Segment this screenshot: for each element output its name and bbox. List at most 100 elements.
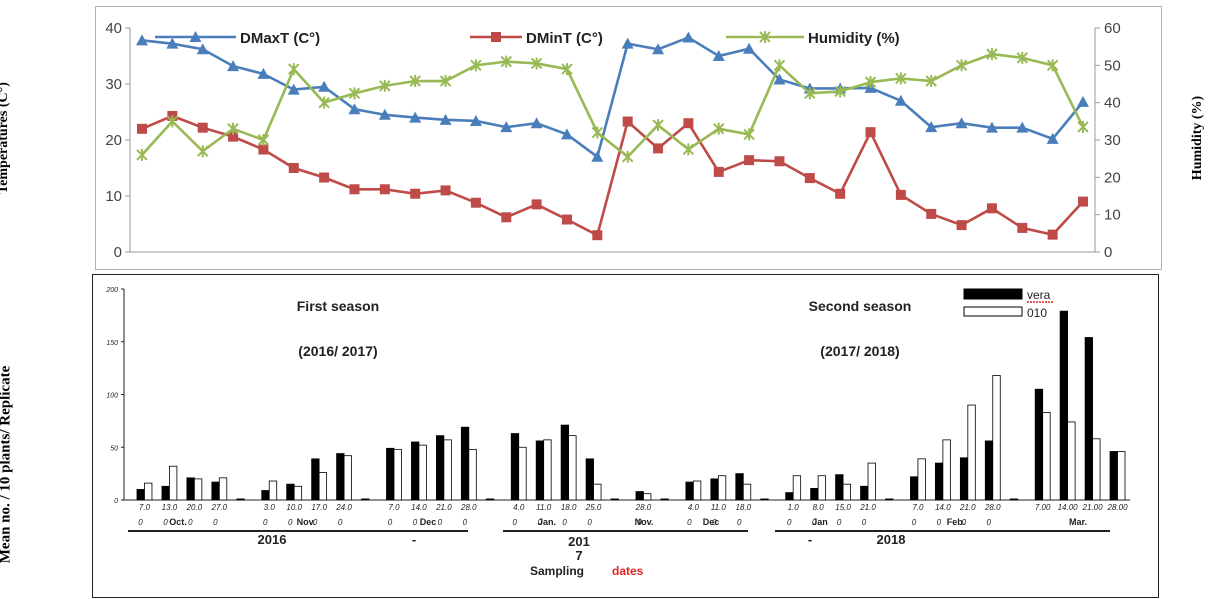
bottom-x-tick-label: 7.0 [139,503,151,512]
year-label: - [412,532,416,547]
series-point-1 [622,116,633,127]
bar-vera [635,491,644,501]
legend-swatch-010 [963,306,1023,317]
month-label: Nov. [297,517,316,527]
series-point-0 [621,37,634,49]
bottom-x-tick-label: 28.0 [635,503,652,512]
series-point-0 [773,73,786,85]
series-point-1 [956,220,967,231]
series-point-1 [835,188,846,199]
series-point-0 [196,43,209,55]
bar-010 [468,448,477,501]
series-point-1 [470,197,481,208]
bottom-x-tick-label-sub: 0 [463,518,468,527]
bottom-x-tick-label: 15.0 [835,503,851,512]
bottom-x-tick-label-sub: 0 [188,518,193,527]
series-point-0 [682,31,695,43]
series-point-2 [500,55,512,68]
season-title: (2017/ 2018) [820,343,899,359]
series-point-1 [774,156,785,167]
bar-vera [435,435,445,501]
bottom-x-tick-label-sub: 0 [438,518,443,527]
season-title: Second season [809,298,912,314]
bar-vera [535,440,545,501]
bottom-x-tick-label: 4.0 [513,503,525,512]
series-point-2 [1016,51,1028,64]
bar-vera [485,498,495,501]
series-point-2 [834,85,846,98]
bar-010 [318,472,328,501]
bar-010 [792,475,802,501]
bottom-x-tick-label: 24.0 [335,503,352,512]
bottom-y-tick-label: 50 [110,445,118,452]
bottom-x-tick-label-sub: 0 [338,518,343,527]
series-point-1 [288,163,299,173]
legend-marker-1 [491,32,501,42]
bottom-x-tick-label-sub: 0 [263,518,268,527]
series-point-2 [197,145,209,158]
series-point-0 [166,37,179,49]
bottom-x-tick-label: 1.0 [788,503,800,512]
series-point-2 [348,87,361,100]
bar-010 [418,444,427,501]
bar-010 [1092,438,1101,501]
bar-vera [1034,388,1044,501]
bottom-y-tick-label: 100 [106,393,118,400]
month-label: Dec [703,517,720,527]
series-point-0 [500,121,513,133]
series-point-0 [530,117,543,129]
bar-vera [510,433,520,501]
bottom-x-tick-label-sub: 0 [413,518,418,527]
series-point-0 [378,108,391,120]
bar-vera [411,441,420,501]
bar-010 [842,483,851,501]
bottom-x-axis-title-highlight: dates [612,564,644,578]
bar-vera [186,477,195,501]
bottom-x-tick-label: 4.0 [688,503,700,512]
bar-010 [643,493,652,501]
bar-010 [1067,421,1076,501]
season-title: First season [297,298,379,314]
series-point-1 [986,203,997,214]
series-point-0 [348,103,361,115]
series-point-2 [227,122,239,135]
bar-vera [361,498,370,501]
bar-vera [735,473,744,501]
bar-vera [460,426,470,501]
series-point-2 [652,119,664,132]
series-point-0 [743,42,756,54]
bar-vera [560,424,570,501]
bottom-x-tick-label: 14.0 [935,503,951,512]
bottom-x-tick-label-sub: 0 [712,518,717,527]
bar-010 [218,477,228,501]
bottom-x-tick-label-sub: 0 [537,518,542,527]
bar-vera [685,481,694,501]
series-point-1 [713,166,724,177]
bottom-x-tick-label: 28.00 [1107,503,1129,512]
series-point-0 [1077,95,1089,107]
bar-010 [942,439,951,501]
year-label: 2016 [258,532,287,547]
bottom-x-tick-label-sub: 0 [812,518,817,527]
bottom-x-tick-label-sub: 0 [313,518,318,527]
bottom-x-tick-label: 7.0 [912,503,924,512]
series-point-2 [713,122,725,135]
bottom-x-tick-label: 18.0 [735,503,751,512]
bar-010 [144,482,153,501]
bar-vera [660,498,669,501]
series-point-1 [440,185,451,196]
series-point-1 [349,184,360,195]
bar-vera [1009,498,1019,501]
bottom-x-tick-label-sub: 0 [737,518,742,527]
bar-vera [161,485,170,501]
legend-label-vera: vera [1027,288,1051,302]
month-label: Oct. [169,517,187,527]
series-point-2 [561,63,573,76]
bottom-x-tick-label-sub: 0 [962,518,967,527]
series-point-2 [379,79,391,92]
top-right-tick-label: 40 [1104,95,1121,112]
bottom-x-tick-label: 7.00 [1035,503,1051,512]
month-label: Dec [420,517,437,527]
year-label: 7 [575,548,582,563]
series-point-1 [1047,229,1058,240]
